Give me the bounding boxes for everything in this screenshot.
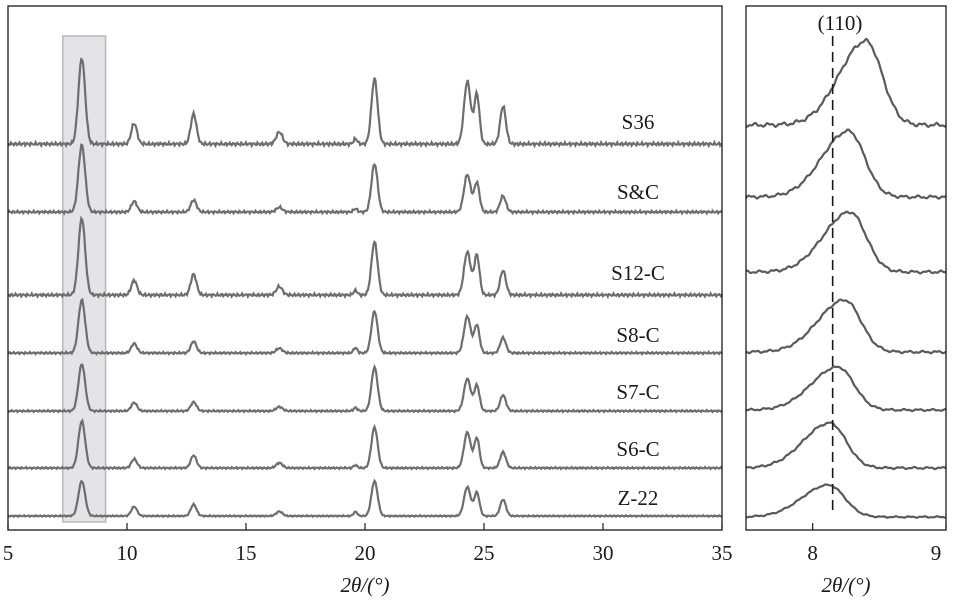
inset-series-line-s8-c — [745, 298, 947, 355]
series-line-s7-c — [7, 363, 723, 414]
series-label-s6-c: S6-C — [616, 437, 659, 461]
inset-series-line-s7-c — [745, 365, 947, 413]
series-label-s12-c: S12-C — [611, 261, 665, 285]
series-line-z-22 — [7, 478, 723, 519]
series-label-s36: S36 — [622, 110, 655, 134]
inset-series-line-s36 — [746, 37, 947, 129]
inset-series-line-sandc — [745, 128, 947, 200]
main-series-labels: S36 S&C S12-C S8-C S7-C S6-C Z-22 — [611, 110, 665, 510]
inset-series-line-s12-c — [745, 210, 947, 275]
series-line-s6-c — [8, 418, 723, 471]
main-x-axis: 5 10 15 20 25 30 35 — [3, 523, 733, 565]
series-label-s8-c: S8-C — [616, 323, 659, 347]
x-tick-label: 30 — [593, 541, 614, 565]
series-line-sandc — [7, 143, 723, 216]
x-tick-label: 10 — [117, 541, 138, 565]
x-tick-label: 35 — [712, 541, 733, 565]
main-x-axis-label: 2θ/(°) — [340, 573, 389, 597]
inset-x-tick-label: 8 — [807, 541, 818, 565]
inset-series-line-s6-c — [745, 421, 947, 471]
highlight-region — [61, 35, 107, 523]
series-line-s12-c — [8, 215, 724, 300]
x-tick-label: 15 — [236, 541, 257, 565]
series-line-s36 — [7, 57, 723, 149]
inset-title: (110) — [818, 11, 863, 35]
x-tick-label: 20 — [355, 541, 376, 565]
series-label-s7-c: S7-C — [616, 380, 659, 404]
main-curves — [7, 57, 724, 519]
series-label-sandc: S&C — [617, 180, 659, 204]
main-panel: 5 10 15 20 25 30 35 S36 S&C S12-C S8-C S7-C S6-C Z-2… — [3, 5, 733, 597]
x-tick-label: 25 — [474, 541, 495, 565]
inset-x-axis-label: 2θ/(°) — [821, 573, 870, 597]
inset-plot-frame — [745, 5, 947, 531]
series-label-z-22: Z-22 — [618, 486, 659, 510]
inset-curves — [745, 37, 947, 519]
inset-x-tick-label: 9 — [931, 541, 942, 565]
inset-series-line-z-22 — [745, 483, 947, 519]
series-line-s8-c — [7, 297, 723, 357]
x-tick-label: 5 — [3, 541, 14, 565]
